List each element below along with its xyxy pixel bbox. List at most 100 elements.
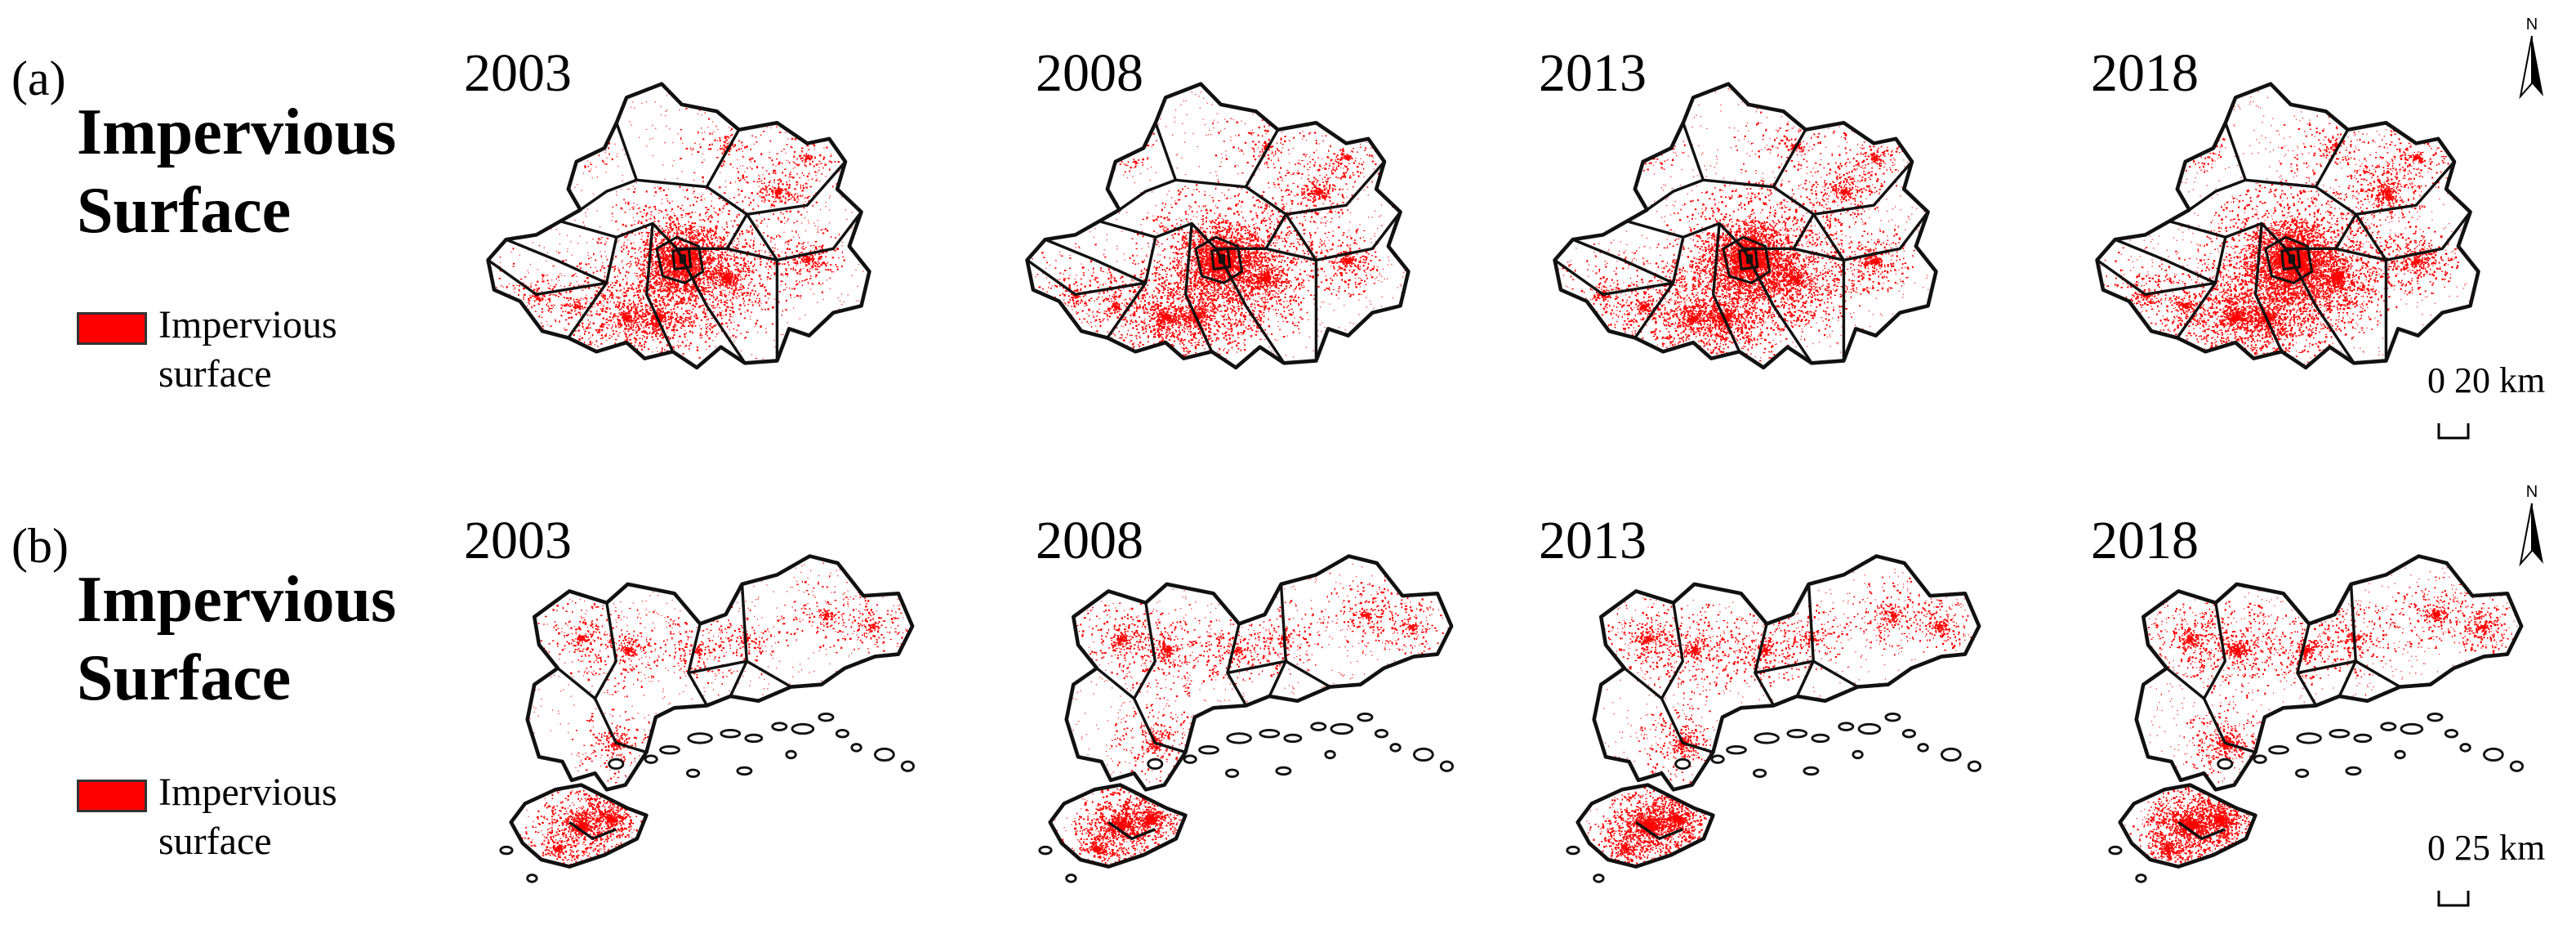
island-outline <box>2296 732 2322 744</box>
district-boundary <box>2115 238 2217 284</box>
district-boundary <box>1633 236 1685 339</box>
beijing-map <box>980 25 1470 433</box>
district-boundary <box>2203 698 2256 754</box>
district-boundary <box>1660 698 1714 754</box>
island-outline <box>818 713 835 722</box>
district-boundary <box>559 220 778 261</box>
island-outline <box>1183 754 1197 764</box>
scale-label: 0 20 km <box>2427 360 2545 401</box>
district-boundary <box>1754 623 1776 707</box>
island-outline <box>526 874 538 883</box>
legend-title-line: Impervious <box>77 561 396 639</box>
scale-bar <box>2437 423 2470 440</box>
district-boundary <box>679 254 686 264</box>
north-label: N <box>2526 16 2538 34</box>
island-outline <box>687 732 713 744</box>
legend-title: Impervious Surface <box>77 561 396 717</box>
district-boundary <box>2355 211 2471 262</box>
island-outline <box>2295 768 2310 778</box>
district-boundary <box>1572 238 1674 284</box>
panel-tag: (a) <box>11 51 66 107</box>
district-boundary <box>688 659 792 689</box>
island-outline <box>1566 845 1580 856</box>
island-outline <box>1674 757 1691 770</box>
island-outline <box>1754 732 1780 744</box>
legend-label-line: Impervious <box>158 768 337 817</box>
island-outline <box>2217 757 2234 770</box>
legend-title-line: Surface <box>77 639 396 717</box>
island-outline <box>2268 745 2289 755</box>
district-boundary <box>1812 211 1929 262</box>
island-outline <box>1275 766 1292 776</box>
district-boundary <box>2264 235 2314 284</box>
district-boundary <box>2254 223 2284 352</box>
district-boundary <box>1623 602 1684 700</box>
district-boundary <box>1108 820 1156 840</box>
island-outline <box>608 757 625 770</box>
island-outline <box>1439 760 1455 772</box>
district-boundary <box>1712 223 1741 352</box>
island-outline <box>736 766 753 776</box>
legend-swatch <box>77 312 147 345</box>
island-outline <box>1330 722 1354 735</box>
district-boundary <box>1045 238 1147 284</box>
district-boundary <box>706 160 847 216</box>
impervious-surface-pixels <box>1027 83 1409 368</box>
district-boundary <box>725 213 749 250</box>
island-outline <box>900 760 916 772</box>
island-outline <box>1803 766 1820 776</box>
island-outline <box>2444 729 2458 739</box>
district-boundary <box>1227 659 1331 689</box>
impervious-surface-pixels <box>1050 556 1452 867</box>
boundary-outline <box>1575 783 1715 869</box>
district-boundary <box>1118 122 1178 212</box>
island-outline <box>2509 760 2524 772</box>
year-label: 2003 <box>464 510 572 572</box>
island-outline <box>1884 713 1901 722</box>
north-arrow-icon: N <box>2516 11 2548 101</box>
boundary-outline <box>2095 82 2480 370</box>
district-boundary <box>2245 128 2350 189</box>
island-outline <box>720 729 742 739</box>
north-arrow-icon: N <box>2516 479 2548 569</box>
island-outline <box>1901 729 1916 739</box>
boundary-outline <box>525 554 915 792</box>
year-label: 2018 <box>2091 42 2199 105</box>
island-outline <box>1374 729 1389 739</box>
district-boundary <box>1245 160 1386 216</box>
legend-label: Impervious surface <box>158 301 337 399</box>
district-boundary <box>1553 258 1674 296</box>
island-outline <box>1198 745 1219 755</box>
island-outline <box>1324 749 1336 760</box>
year-label: 2018 <box>2091 510 2199 572</box>
district-boundary <box>1210 247 1232 270</box>
island-outline <box>2394 749 2406 760</box>
island-outline <box>2253 754 2267 764</box>
island-outline <box>499 845 514 856</box>
island-outline <box>1147 757 1164 770</box>
district-boundary <box>645 223 675 352</box>
district-boundary <box>1792 213 1816 250</box>
island-outline <box>1593 874 1605 883</box>
boundary-outline <box>509 783 648 869</box>
island-outline <box>1413 747 1434 762</box>
district-boundary <box>506 238 608 284</box>
island-outline <box>850 743 862 753</box>
island-outline <box>874 747 895 762</box>
district-boundary <box>1218 254 1226 264</box>
district-boundary <box>1184 223 1214 352</box>
island-outline <box>1310 722 1327 731</box>
legend-item: Impervious surface <box>77 301 420 407</box>
district-boundary <box>1754 659 1859 689</box>
island-outline <box>1726 745 1747 755</box>
legend-label-line: surface <box>158 817 337 866</box>
district-boundary <box>636 128 741 189</box>
beijing-map <box>1508 25 1998 433</box>
island-outline <box>659 745 680 755</box>
island-outline <box>1038 845 1053 856</box>
island-outline <box>2353 733 2373 744</box>
island-outline <box>2329 729 2351 739</box>
district-boundary <box>1133 698 1186 754</box>
dalian-map <box>1508 492 1998 900</box>
district-boundary <box>671 247 693 270</box>
